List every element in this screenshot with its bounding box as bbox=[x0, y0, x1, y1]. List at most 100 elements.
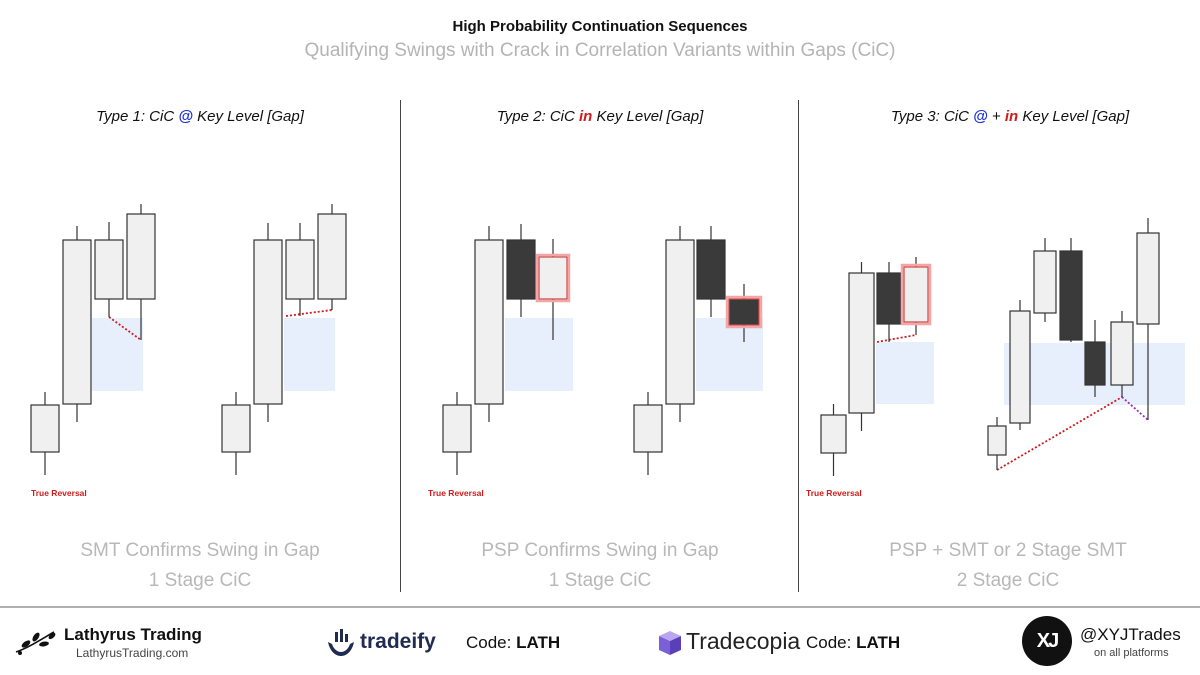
candle-body bbox=[1084, 341, 1106, 386]
candle bbox=[442, 392, 472, 475]
smt-line bbox=[876, 334, 917, 343]
candle bbox=[696, 226, 726, 317]
footer: Lathyrus Trading LathyrusTrading.com tra… bbox=[0, 608, 1200, 675]
gap-zone bbox=[505, 318, 573, 391]
page-subtitle: Qualifying Swings with Crack in Correlat… bbox=[304, 40, 896, 61]
panel-3-reversal-label: True Reversal bbox=[806, 488, 862, 498]
panel-3-title-at: @ bbox=[973, 108, 988, 125]
brand-url[interactable]: LathyrusTrading.com bbox=[76, 646, 189, 660]
panel-1-caption-line2: 1 Stage CiC bbox=[148, 570, 252, 591]
candle bbox=[1033, 238, 1057, 322]
candle-body bbox=[442, 404, 472, 453]
candle-body bbox=[474, 239, 504, 405]
gap-zone bbox=[876, 342, 934, 404]
candle bbox=[633, 392, 663, 475]
candle bbox=[62, 226, 92, 422]
panel-3-title-prefix: Type 3: CiC bbox=[890, 108, 974, 125]
candle bbox=[253, 223, 283, 422]
candle-body bbox=[253, 239, 283, 405]
panel-2-reversal-label: True Reversal bbox=[428, 488, 484, 498]
panel-2-title-in: in bbox=[579, 108, 593, 125]
panel-1-title-suffix: Key Level [Gap] bbox=[192, 108, 304, 125]
candle-body bbox=[285, 239, 315, 300]
candle-body bbox=[62, 239, 92, 405]
sponsor2-code: Code: LATH bbox=[806, 633, 900, 653]
candle-body bbox=[506, 239, 536, 300]
page-title: High Probability Continuation Sequences bbox=[452, 18, 748, 35]
xyj-logo-icon: XJ bbox=[1022, 616, 1072, 666]
candle bbox=[1110, 311, 1134, 397]
panel-1-reversal-label: True Reversal bbox=[31, 488, 87, 498]
panel-2-title-prefix: Type 2: CiC bbox=[496, 108, 579, 125]
candle bbox=[725, 284, 763, 342]
psp-highlight bbox=[900, 263, 932, 326]
smt-line bbox=[108, 316, 142, 341]
candle bbox=[94, 222, 124, 317]
smt-line bbox=[1121, 396, 1149, 421]
candle-body bbox=[633, 404, 663, 453]
panel-3-caption-line1: PSP + SMT or 2 Stage SMT bbox=[889, 540, 1127, 561]
psp-highlight bbox=[725, 295, 763, 329]
panel-divider-2 bbox=[798, 100, 799, 592]
candle bbox=[285, 223, 315, 316]
candle bbox=[30, 392, 60, 475]
social-handle[interactable]: @XYJTrades bbox=[1080, 625, 1181, 644]
candle-body bbox=[696, 239, 726, 300]
candle-body bbox=[1009, 310, 1031, 424]
sponsor2-name: Tradecopia bbox=[686, 628, 801, 654]
candle-body bbox=[221, 404, 251, 453]
panel-3-title-plus: + bbox=[987, 108, 1005, 125]
gap-zone bbox=[284, 318, 335, 391]
candle-body bbox=[1136, 232, 1160, 325]
candle bbox=[1009, 300, 1031, 430]
candle-body bbox=[987, 425, 1007, 456]
candle-body bbox=[903, 266, 929, 323]
panel-divider-1 bbox=[400, 100, 401, 592]
sponsor2-code-label: Code: bbox=[806, 633, 857, 652]
candle bbox=[1136, 218, 1160, 420]
sponsor1-code: Code: LATH bbox=[466, 633, 560, 653]
candle-body bbox=[1059, 250, 1083, 341]
panel-2-caption-line1: PSP Confirms Swing in Gap bbox=[481, 540, 719, 561]
sponsor2-code-value: LATH bbox=[856, 633, 901, 652]
candle-body bbox=[728, 298, 760, 326]
candle bbox=[1059, 238, 1083, 342]
candle-body bbox=[317, 213, 347, 300]
tradecopia-cube-icon bbox=[659, 631, 681, 655]
sponsor1-code-label: Code: bbox=[466, 633, 517, 652]
panel-2-title-suffix: Key Level [Gap] bbox=[592, 108, 704, 125]
candle-body bbox=[848, 272, 875, 414]
candle bbox=[126, 204, 156, 340]
smt-line bbox=[996, 396, 1123, 471]
candle bbox=[474, 226, 504, 422]
candle-body bbox=[1110, 321, 1134, 386]
footer-divider bbox=[0, 606, 1200, 608]
sponsor1-code-value: LATH bbox=[516, 633, 561, 652]
candle bbox=[876, 262, 902, 342]
sponsor1-name: tradeify bbox=[360, 630, 436, 653]
candle-body bbox=[876, 272, 902, 325]
candle-body bbox=[94, 239, 124, 300]
candle bbox=[820, 404, 847, 476]
panel-1-caption-line1: SMT Confirms Swing in Gap bbox=[80, 540, 320, 561]
candle-body bbox=[665, 239, 695, 405]
candle bbox=[317, 204, 347, 310]
panel-3-title-in: in bbox=[1004, 108, 1019, 125]
candle-body bbox=[30, 404, 60, 453]
gap-zone bbox=[92, 318, 143, 391]
candle bbox=[900, 257, 932, 335]
panel-3-caption-line2: 2 Stage CiC bbox=[956, 570, 1060, 591]
panel-1-title-at: @ bbox=[178, 108, 193, 125]
candle-body bbox=[538, 256, 568, 300]
candle bbox=[987, 417, 1007, 470]
brand-name: Lathyrus Trading bbox=[64, 625, 202, 644]
candle-body bbox=[1033, 250, 1057, 314]
gap-zone bbox=[696, 318, 763, 391]
smt-line bbox=[285, 309, 333, 317]
panel-2-title: Type 2: CiC in Key Level [Gap] bbox=[400, 108, 800, 125]
candle-body bbox=[126, 213, 156, 300]
candle bbox=[665, 226, 695, 422]
candle bbox=[506, 224, 536, 317]
lathyrus-leaf-icon bbox=[15, 631, 56, 655]
panel-3-title: Type 3: CiC @ + in Key Level [Gap] bbox=[810, 108, 1200, 125]
